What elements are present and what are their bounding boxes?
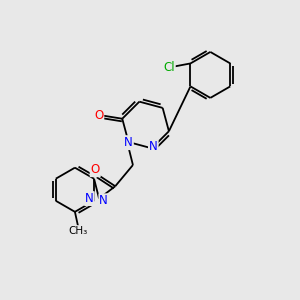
Text: O: O — [94, 109, 103, 122]
Text: N: N — [124, 136, 133, 149]
Text: N: N — [85, 192, 94, 205]
Text: Cl: Cl — [163, 61, 175, 74]
Text: H: H — [101, 196, 109, 206]
Text: N: N — [99, 194, 108, 207]
Text: O: O — [91, 163, 100, 176]
Text: CH₃: CH₃ — [69, 226, 88, 236]
Text: N: N — [149, 140, 158, 153]
